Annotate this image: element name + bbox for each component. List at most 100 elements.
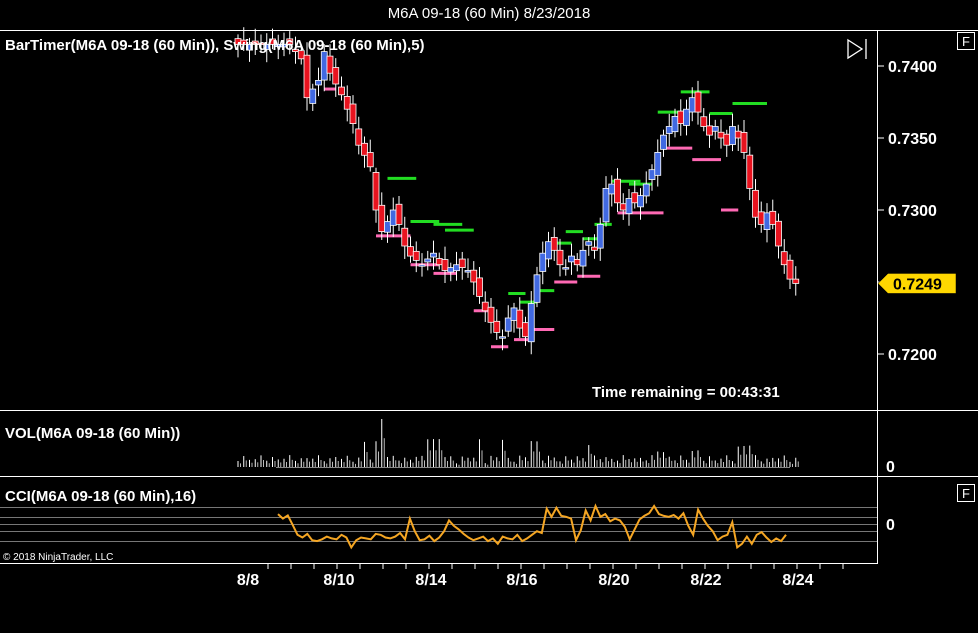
candle[interactable] — [642, 171, 650, 204]
candle[interactable] — [280, 32, 288, 57]
candle[interactable] — [694, 80, 702, 125]
candle[interactable] — [585, 237, 593, 256]
candle[interactable] — [424, 250, 432, 271]
candle[interactable] — [441, 246, 449, 283]
candle[interactable] — [729, 113, 736, 152]
candle[interactable] — [706, 113, 713, 148]
candle-body — [752, 189, 759, 218]
candle[interactable] — [407, 236, 414, 263]
candle[interactable] — [372, 167, 380, 223]
candle[interactable] — [453, 251, 460, 281]
candle[interactable] — [395, 195, 403, 232]
candle[interactable] — [378, 192, 386, 240]
candle[interactable] — [625, 189, 633, 226]
candle[interactable] — [591, 234, 598, 259]
candle[interactable] — [757, 201, 765, 233]
candle[interactable] — [384, 215, 391, 243]
time-axis[interactable]: 8/8 8/10 8/14 8/16 8/20 8/22 8/24 — [237, 563, 844, 589]
candle[interactable] — [746, 146, 754, 201]
candle[interactable] — [763, 203, 771, 243]
candle[interactable] — [246, 37, 253, 62]
candle[interactable] — [527, 291, 535, 355]
candle[interactable] — [240, 27, 248, 52]
candle[interactable] — [654, 139, 662, 187]
candle[interactable] — [447, 262, 455, 282]
skip-to-end-icon[interactable] — [847, 38, 867, 60]
candle[interactable] — [361, 136, 368, 168]
candle[interactable] — [487, 298, 495, 334]
candle[interactable] — [297, 45, 305, 65]
candle[interactable] — [671, 108, 679, 138]
candle[interactable] — [430, 240, 437, 270]
candle[interactable] — [315, 67, 322, 97]
candle[interactable] — [389, 197, 397, 238]
candle[interactable] — [562, 259, 570, 276]
candle[interactable] — [326, 44, 334, 81]
candle[interactable] — [257, 34, 265, 53]
candle[interactable] — [458, 251, 466, 280]
candle[interactable] — [366, 139, 374, 172]
candle[interactable] — [619, 193, 627, 220]
candle[interactable] — [717, 119, 725, 149]
cci-panel-flag-button[interactable]: F — [957, 484, 975, 502]
candle[interactable] — [522, 316, 529, 346]
candle[interactable] — [683, 99, 690, 136]
candle[interactable] — [637, 188, 644, 220]
candle[interactable] — [269, 28, 276, 50]
candle[interactable] — [556, 238, 564, 277]
candle[interactable] — [470, 261, 478, 295]
candle[interactable] — [665, 113, 673, 147]
candle[interactable] — [596, 217, 604, 261]
candle[interactable] — [510, 302, 518, 333]
candle[interactable] — [481, 291, 489, 323]
candle[interactable] — [499, 329, 506, 351]
candle[interactable] — [343, 85, 351, 122]
candle[interactable] — [303, 42, 311, 111]
cci-series[interactable] — [277, 503, 787, 550]
candle[interactable] — [435, 252, 443, 270]
candle[interactable] — [533, 266, 541, 308]
candle[interactable] — [780, 239, 788, 274]
candle[interactable] — [355, 116, 363, 155]
candle[interactable] — [332, 58, 340, 97]
candle[interactable] — [476, 267, 483, 304]
candle[interactable] — [493, 309, 501, 340]
candle[interactable] — [775, 213, 782, 259]
volume-series[interactable] — [237, 419, 799, 467]
candle[interactable] — [539, 241, 547, 285]
candle[interactable] — [349, 95, 357, 134]
candle[interactable] — [723, 129, 731, 157]
candle[interactable] — [660, 129, 667, 157]
candle[interactable] — [504, 305, 512, 337]
candle[interactable] — [700, 108, 708, 132]
candle[interactable] — [752, 179, 759, 228]
candle[interactable] — [786, 254, 794, 290]
candle[interactable] — [579, 237, 587, 278]
candle[interactable] — [602, 176, 610, 227]
candle[interactable] — [464, 258, 472, 278]
candle[interactable] — [338, 76, 345, 101]
candle[interactable] — [412, 241, 420, 273]
candle[interactable] — [792, 266, 800, 296]
candle[interactable] — [418, 253, 426, 277]
price-panel-flag-button[interactable]: F — [957, 32, 975, 50]
candle[interactable] — [516, 297, 524, 338]
candle[interactable] — [648, 164, 656, 191]
candle[interactable] — [568, 243, 575, 275]
candle[interactable] — [711, 119, 719, 140]
candle[interactable] — [263, 33, 271, 63]
candle[interactable] — [309, 83, 317, 111]
candle[interactable] — [550, 227, 558, 261]
candle[interactable] — [573, 253, 581, 272]
candle[interactable] — [734, 124, 742, 151]
candle[interactable] — [614, 168, 621, 212]
candle[interactable] — [545, 231, 552, 268]
candle[interactable] — [677, 99, 685, 136]
candle[interactable] — [401, 216, 409, 259]
candle[interactable] — [769, 199, 777, 230]
candle[interactable] — [286, 31, 294, 55]
candle[interactable] — [740, 120, 748, 160]
candlestick-series[interactable] — [234, 27, 800, 355]
